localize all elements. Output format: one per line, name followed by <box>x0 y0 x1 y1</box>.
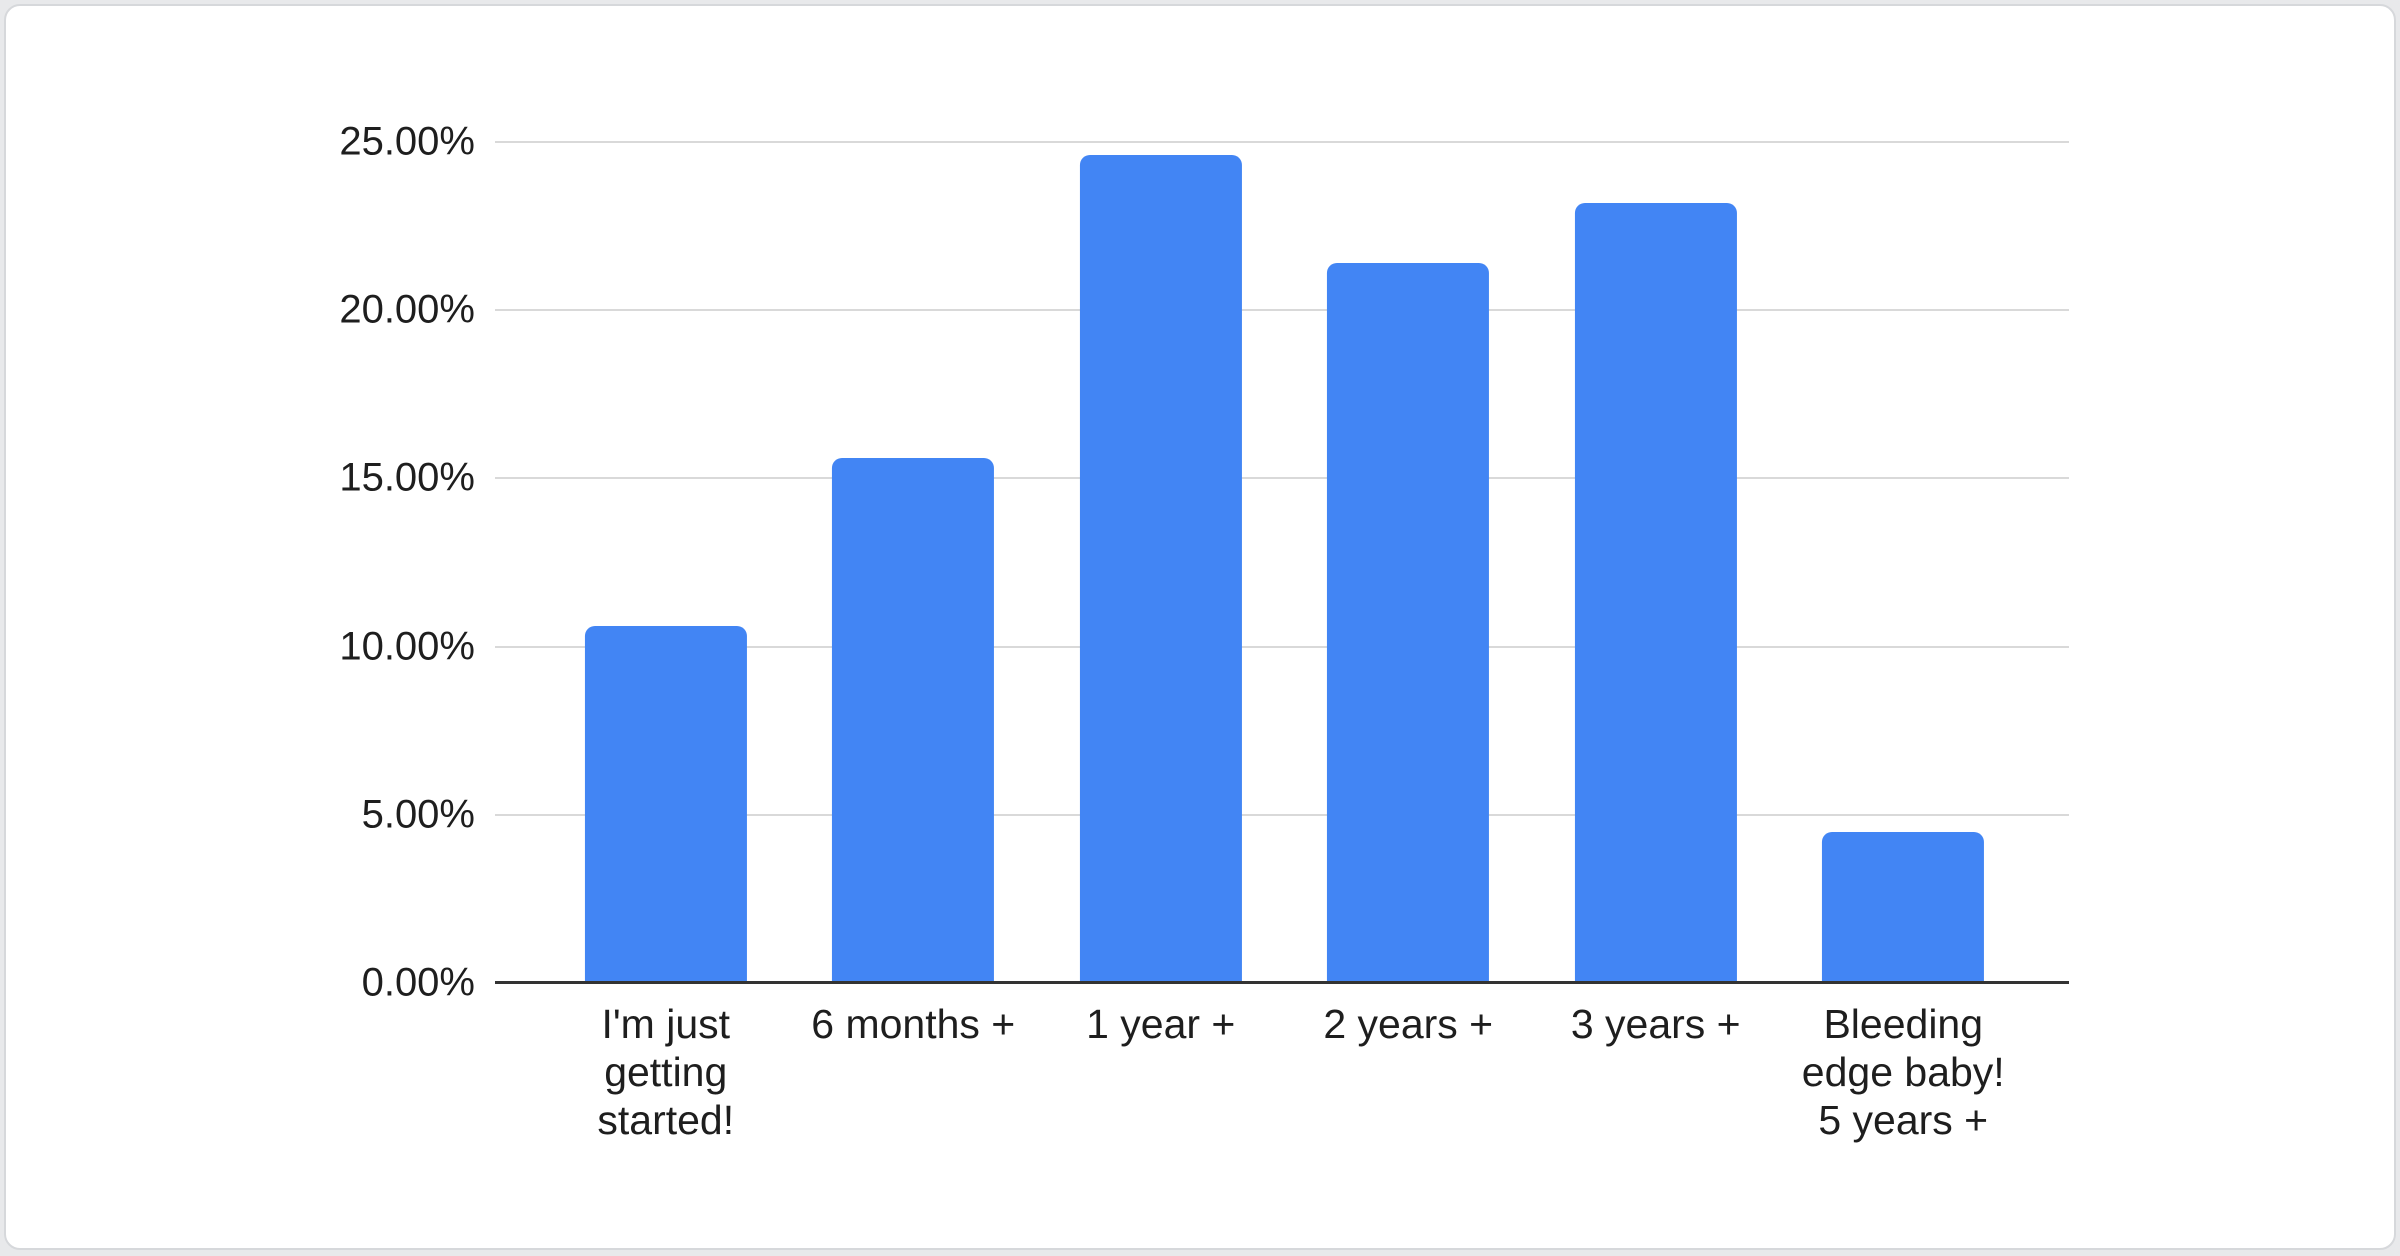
gridline <box>495 813 2069 816</box>
x-axis-line <box>495 981 2069 984</box>
y-axis-tick-label: 0.00% <box>361 960 475 1005</box>
bar-slot <box>542 142 790 983</box>
bar-3[interactable] <box>1079 155 1242 983</box>
gridline <box>495 141 2069 143</box>
gridline <box>495 477 2069 480</box>
gridline <box>495 309 2069 312</box>
bar-slot <box>1037 142 1285 983</box>
y-axis-tick-label: 20.00% <box>339 287 475 332</box>
plot-area <box>495 141 2069 984</box>
bars-container <box>542 142 2027 983</box>
y-axis-tick-label: 25.00% <box>339 119 475 164</box>
bar-5[interactable] <box>1574 202 1737 983</box>
x-axis-label: 1 year + <box>1086 1001 1236 1047</box>
x-axis-label: 6 months + <box>811 1001 1016 1047</box>
x-axis-label: 3 years + <box>1570 1001 1741 1047</box>
y-axis-labels: 25.00% 20.00% 15.00% 10.00% 5.00% 0.00% <box>6 120 495 1005</box>
bar-slot <box>1780 142 2028 983</box>
bar-6[interactable] <box>1822 831 1985 983</box>
bar-4[interactable] <box>1327 263 1490 983</box>
bar-2[interactable] <box>832 458 995 983</box>
x-axis-label: 2 years + <box>1323 1001 1494 1047</box>
y-axis-tick-label: 5.00% <box>361 792 475 837</box>
bar-slot <box>1532 142 1780 983</box>
bar-1[interactable] <box>584 626 747 983</box>
x-axis-label: I'm just getting started! <box>597 1001 735 1143</box>
chart-card: 25.00% 20.00% 15.00% 10.00% 5.00% 0.00% I'm j… <box>4 4 2396 1250</box>
bar-slot <box>1285 142 1533 983</box>
y-axis-tick-label: 10.00% <box>339 624 475 669</box>
bar-slot <box>790 142 1038 983</box>
x-axis-label: Bleeding edge baby! 5 years + <box>1801 1001 2005 1143</box>
bar-chart: 25.00% 20.00% 15.00% 10.00% 5.00% 0.00% I'm j… <box>6 6 2394 1248</box>
gridline <box>495 645 2069 648</box>
x-axis-labels-row: I'm just getting started! 6 months + 1 yea… <box>542 1000 2027 1144</box>
y-axis-tick-label: 15.00% <box>339 455 475 500</box>
